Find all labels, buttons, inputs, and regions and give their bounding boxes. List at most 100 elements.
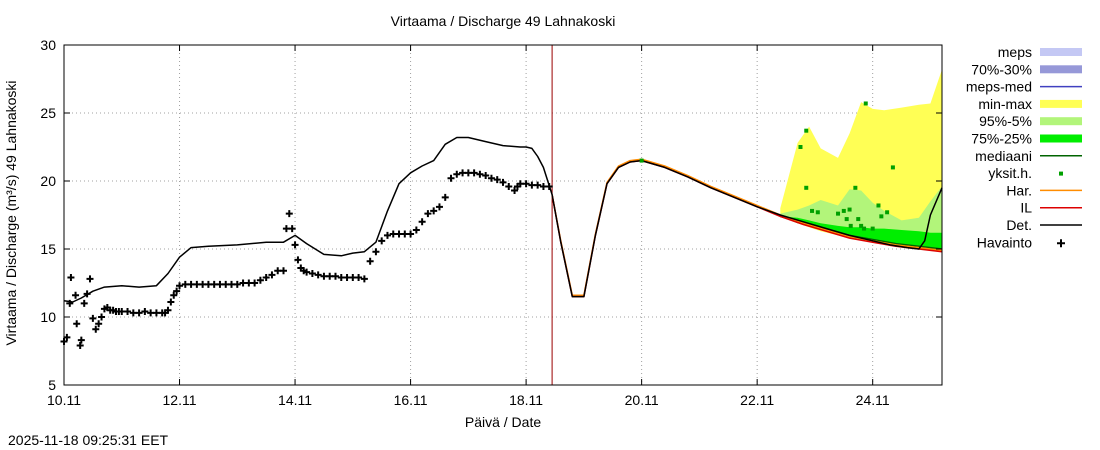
- observation-point: [83, 290, 91, 298]
- y-tick-label: 5: [48, 377, 56, 393]
- single-member-point: [885, 210, 890, 215]
- legend-swatch-meps: [1040, 48, 1082, 56]
- timestamp: 2025-11-18 09:25:31 EET: [8, 432, 169, 448]
- observation-point: [499, 178, 507, 186]
- single-member-point: [810, 208, 815, 213]
- legend-label-il: IL: [1020, 200, 1032, 216]
- observation-point: [280, 267, 287, 275]
- chart-title: Virtaama / Discharge 49 Lahnakoski: [391, 13, 616, 29]
- observation-point: [73, 320, 81, 328]
- observation-point: [378, 237, 386, 245]
- legend-label-75-25: 75%-25%: [971, 131, 1032, 147]
- legend-swatch-min-max: [1040, 99, 1082, 108]
- observation-point: [176, 282, 184, 290]
- legend-label-havainto: Havainto: [977, 234, 1032, 250]
- observation-point: [308, 269, 316, 277]
- observation-point: [493, 176, 501, 184]
- observation-point: [424, 210, 432, 218]
- series-line-det-: [63, 136, 943, 303]
- legend-label-det: Det.: [1006, 217, 1032, 233]
- observation-point: [141, 308, 149, 316]
- observation-point: [288, 225, 296, 233]
- observation-point: [383, 231, 391, 239]
- observation-point: [67, 274, 75, 282]
- observation-point: [314, 271, 322, 279]
- observation-point: [372, 248, 380, 256]
- y-tick-label: 30: [40, 37, 56, 53]
- x-tick-label: 16.11: [394, 392, 428, 408]
- single-member-point: [848, 223, 853, 228]
- observation-point: [268, 271, 276, 279]
- legend-swatch-havainto: [1057, 239, 1065, 248]
- single-member-point: [859, 223, 864, 228]
- x-tick-label: 20.11: [625, 392, 659, 408]
- observation-point: [366, 257, 374, 265]
- observation-point: [294, 256, 302, 264]
- band-75-25-: [780, 216, 942, 251]
- legend-label-mediaani: mediaani: [975, 148, 1032, 164]
- observation-point: [233, 280, 241, 288]
- observation-point: [470, 169, 478, 177]
- observation-point: [164, 306, 172, 314]
- observation-point: [418, 218, 426, 226]
- observation-point: [435, 203, 443, 211]
- observation-point: [92, 325, 100, 333]
- plot-frame: [63, 44, 943, 386]
- observation-point: [66, 299, 74, 307]
- observation-point: [482, 172, 490, 180]
- observation-point: [63, 333, 71, 341]
- legend-label-min-max: min-max: [978, 96, 1032, 112]
- observation-point: [447, 174, 455, 182]
- observation-point: [534, 181, 542, 189]
- observation-point: [511, 187, 519, 195]
- observation-point: [355, 274, 363, 282]
- single-member-point: [815, 210, 820, 215]
- x-tick-label: 18.11: [509, 392, 543, 408]
- observation-point: [77, 336, 85, 344]
- observation-point: [89, 314, 97, 322]
- observation-point: [72, 291, 80, 299]
- legend-swatch-95-5: [1040, 117, 1082, 126]
- observation-point: [80, 299, 88, 307]
- legend-label-70-30: 70%-30%: [971, 61, 1032, 77]
- observation-point: [256, 276, 264, 284]
- observation-point: [262, 274, 270, 282]
- observation-point: [487, 174, 495, 182]
- observation-point: [331, 272, 339, 280]
- x-tick-label: 14.11: [278, 392, 312, 408]
- single-member-point: [862, 226, 867, 231]
- observation-point: [170, 291, 178, 299]
- x-tick-label: 12.11: [163, 392, 197, 408]
- observation-point: [285, 210, 293, 218]
- legend-swatch-70-30: [1040, 65, 1082, 74]
- observation-point: [124, 308, 132, 316]
- observation-point: [412, 226, 420, 234]
- single-member-point: [804, 128, 809, 133]
- single-member-point: [844, 217, 849, 222]
- single-member-point: [841, 208, 846, 213]
- observation-point: [453, 170, 461, 178]
- legend-swatch-yksit-h: [1059, 171, 1063, 176]
- observation-point: [407, 230, 415, 238]
- x-tick-label: 10.11: [47, 392, 81, 408]
- single-member-point: [863, 101, 868, 106]
- legend-label-har: Har.: [1006, 182, 1032, 198]
- observation-point: [505, 182, 513, 190]
- legend-label-95-5: 95%-5%: [979, 113, 1032, 129]
- observation-point: [291, 241, 299, 249]
- observation-point: [95, 320, 103, 328]
- observation-point: [251, 279, 259, 287]
- observation-point: [522, 180, 530, 188]
- y-axis-label: Virtaama / Discharge (m³/s) 49 Lahnakosk…: [3, 80, 19, 345]
- legend-label-yksit-h: yksit.h.: [988, 165, 1032, 181]
- observation-point: [441, 193, 449, 201]
- y-tick-label: 15: [40, 241, 56, 257]
- observation-point: [476, 170, 484, 178]
- observation-point: [98, 313, 106, 321]
- observation-point: [360, 275, 368, 283]
- observation-point: [86, 275, 94, 283]
- y-tick-label: 10: [40, 309, 56, 325]
- observation-point: [76, 342, 84, 350]
- legend-label-meps: meps: [998, 44, 1032, 60]
